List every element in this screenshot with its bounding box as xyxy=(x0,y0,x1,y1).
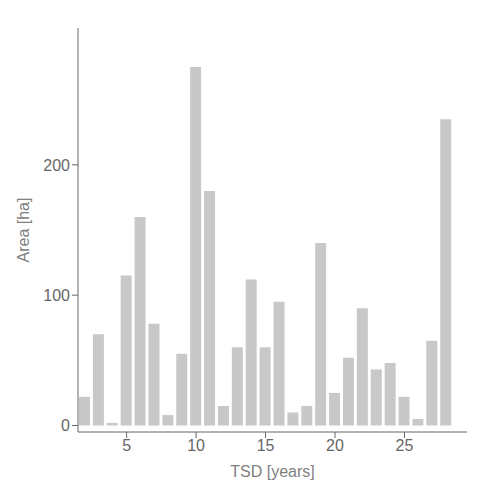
svg-text:20: 20 xyxy=(326,437,344,454)
svg-text:100: 100 xyxy=(43,287,70,304)
svg-text:0: 0 xyxy=(61,417,70,434)
svg-text:200: 200 xyxy=(43,157,70,174)
svg-text:10: 10 xyxy=(187,437,205,454)
svg-text:Area [ha]: Area [ha] xyxy=(15,198,32,263)
svg-text:15: 15 xyxy=(257,437,275,454)
svg-text:25: 25 xyxy=(396,437,414,454)
svg-text:TSD [years]: TSD [years] xyxy=(230,463,314,480)
svg-text:5: 5 xyxy=(122,437,131,454)
